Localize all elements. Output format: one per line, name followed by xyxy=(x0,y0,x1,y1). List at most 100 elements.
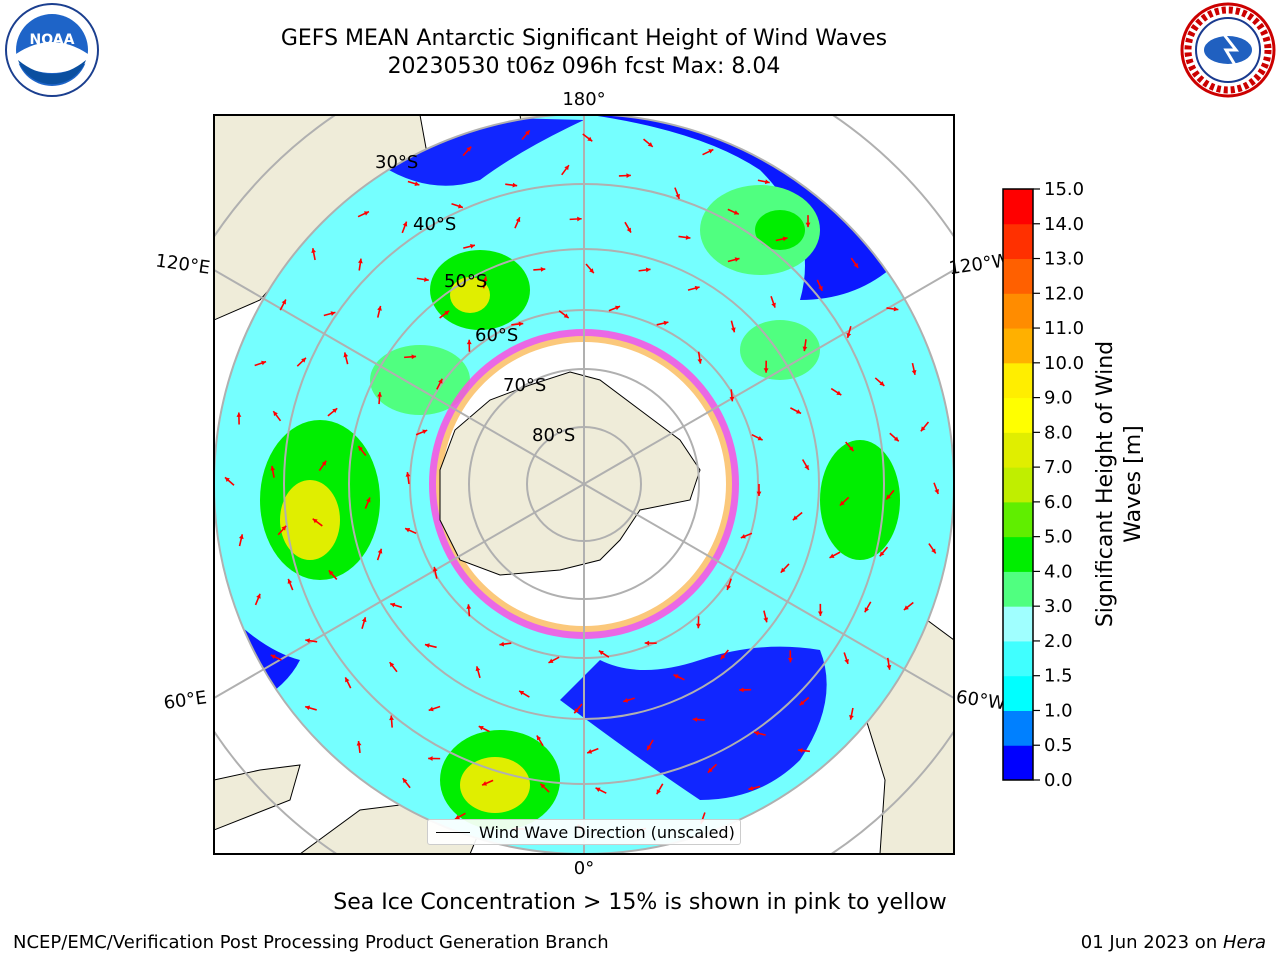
wave-direction-arrowhead xyxy=(879,551,885,557)
wave-direction-arrowhead xyxy=(644,640,650,646)
wave-direction-arrowhead xyxy=(780,567,786,573)
wave-direction-arrowhead xyxy=(626,173,631,178)
wave-direction-arrowhead xyxy=(848,446,854,452)
wave-direction-arrowhead xyxy=(685,235,691,240)
wave-direction-arrowhead xyxy=(377,392,383,397)
legend-line-sample xyxy=(436,832,470,833)
wave-direction-arrowhead xyxy=(287,578,293,584)
wave-direction-arrowhead xyxy=(754,730,759,736)
map-frame xyxy=(213,114,955,855)
wave-direction-arrowhead xyxy=(623,698,629,703)
footer-date-text: 01 Jun 2023 on xyxy=(1080,932,1223,953)
wave-direction-arrowhead xyxy=(536,735,542,741)
wave-direction-arrowhead xyxy=(792,515,798,521)
wave-direction-arrowhead xyxy=(893,306,899,312)
wave-direction-arrowhead xyxy=(525,130,530,136)
wave-direction-arrowhead xyxy=(696,623,701,629)
wave-direction-arrowhead xyxy=(281,525,287,531)
wave-direction-arrowhead xyxy=(548,658,554,663)
wave-direction-arrowhead xyxy=(798,748,803,753)
sea-ice-note: Sea Ice Concentration > 15% is shown in … xyxy=(333,890,947,915)
wave-direction-arrowhead xyxy=(389,715,394,721)
wave-direction-arrowhead xyxy=(357,258,363,264)
lat-label-60s: 60°S xyxy=(475,325,518,346)
wave-direction-arrowhead xyxy=(343,352,349,358)
wave-direction-arrowhead xyxy=(238,534,244,540)
wave-direction-arrowhead xyxy=(366,497,371,503)
wave-direction-arrowhead xyxy=(356,741,362,746)
wave-direction-arrowhead xyxy=(321,460,327,466)
wave-direction-arrowhead xyxy=(482,276,488,282)
wave-direction-arrowhead xyxy=(478,726,484,731)
colorbar-segment xyxy=(1003,258,1033,294)
wave-direction-arrowhead xyxy=(589,268,594,274)
colorbar-segment xyxy=(1003,189,1033,225)
wave-direction-arrowhead xyxy=(577,216,582,222)
map-title: GEFS MEAN Antarctic Significant Height o… xyxy=(280,26,888,51)
wave-direction-arrowhead xyxy=(422,429,428,435)
colorbar-segment xyxy=(1003,710,1033,746)
wave-direction-arrowhead xyxy=(911,370,917,375)
wave-direction-arrowhead xyxy=(466,146,472,152)
wave-direction-arrowhead xyxy=(697,358,703,364)
wave-direction-arrowhead xyxy=(389,662,395,668)
wave-direction-arrowhead xyxy=(466,339,472,345)
colorbar-segment xyxy=(1003,293,1033,329)
colorbar-tick-label: 12.0 xyxy=(1044,283,1084,304)
wave-direction-arrowhead xyxy=(345,677,350,683)
wave-direction-arrowhead xyxy=(771,302,776,308)
wave-direction-arrowhead xyxy=(879,381,885,386)
wave-direction-arrowhead xyxy=(734,257,740,262)
wave-direction-arrowhead xyxy=(818,285,823,291)
wave-direction-arrowhead xyxy=(328,570,334,576)
wave-direction-arrowhead xyxy=(311,248,316,253)
colorbar-segment xyxy=(1003,467,1033,503)
colorbar-tick-label: 2.0 xyxy=(1044,631,1073,652)
wave-direction-arrowhead xyxy=(796,409,802,414)
lat-label-70s: 70°S xyxy=(503,375,546,396)
wave-direction-arrowhead xyxy=(757,435,763,441)
wave-direction-arrowhead xyxy=(273,411,278,417)
colorbar-segment xyxy=(1003,745,1033,781)
wave-direction-arrowhead xyxy=(405,528,411,533)
lon-label-60e: 60°E xyxy=(162,687,208,714)
colorbar-segment xyxy=(1003,328,1033,364)
colorbar-tick-label: 8.0 xyxy=(1044,422,1073,443)
wave-direction-arrowhead xyxy=(836,390,842,396)
colorbar-tick-label: 9.0 xyxy=(1044,388,1073,409)
colorbar-tick-label: 14.0 xyxy=(1044,214,1084,235)
wave-direction-arrowhead xyxy=(312,518,318,524)
wave-direction-arrowhead xyxy=(663,320,669,326)
colorbar-tick-label: 5.0 xyxy=(1044,527,1073,548)
lat-label-40s: 40°S xyxy=(413,214,456,235)
colorbar-segment xyxy=(1003,397,1033,433)
wave-direction-arrowhead xyxy=(726,584,731,590)
wave-direction-arrowhead xyxy=(444,310,450,316)
colorbar: 0.0 0.5 1.0 1.5 2.0 3.0 4.0 5.0 6.0 7.0 8.0 9.0 10.0… xyxy=(1002,179,1146,790)
colorbar-tick-label: 1.5 xyxy=(1044,666,1073,687)
wave-direction-arrowhead xyxy=(332,408,338,413)
wave-direction-arrowhead xyxy=(377,305,382,311)
wave-direction-arrowhead xyxy=(729,396,735,402)
wave-direction-arrowhead xyxy=(428,756,433,761)
wave-direction-arrowhead xyxy=(361,617,367,623)
wave-direction-arrowhead xyxy=(470,243,475,249)
wave-direction-arrowhead xyxy=(358,446,363,452)
colorbar-tick-label: 7.0 xyxy=(1044,457,1073,478)
colorbar-segment xyxy=(1003,606,1033,642)
wave-direction-arrowhead xyxy=(595,787,601,792)
lat-label-30s: 30°S xyxy=(375,152,418,173)
wave-direction-arrowhead xyxy=(934,489,939,494)
wave-direction-arrowhead xyxy=(438,378,443,384)
svg-text:NOAA: NOAA xyxy=(30,32,75,48)
wave-direction-arrowhead xyxy=(656,789,661,795)
colorbar-segment xyxy=(1003,501,1033,538)
colorbar-tick-label: 6.0 xyxy=(1044,492,1073,513)
footer-credit: NCEP/EMC/Verification Post Processing Pr… xyxy=(13,932,609,953)
wave-direction-arrowhead xyxy=(903,605,909,610)
colorbar-tick-label: 15.0 xyxy=(1044,179,1084,200)
noaa-logo-icon: NOAA xyxy=(5,3,99,97)
wave-direction-arrowhead xyxy=(782,236,788,242)
graticule xyxy=(214,115,954,854)
